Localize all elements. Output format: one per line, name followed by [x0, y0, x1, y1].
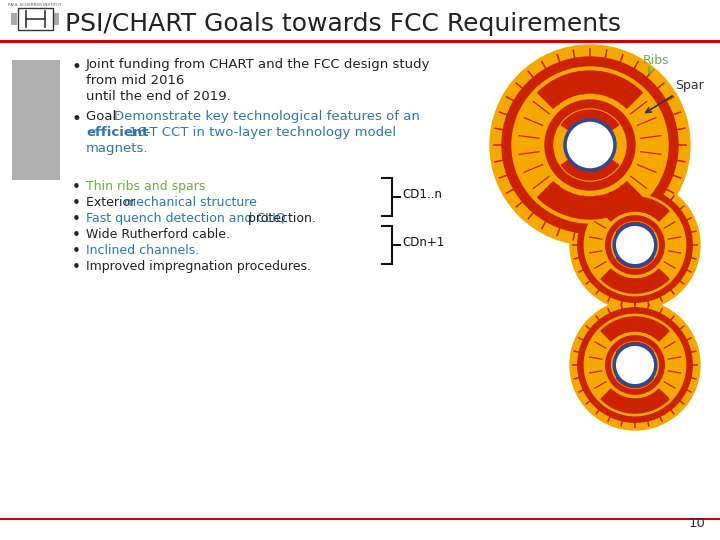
- Text: until the end of 2019.: until the end of 2019.: [86, 90, 230, 103]
- Circle shape: [512, 67, 668, 223]
- Text: CD1..n: CD1..n: [402, 188, 442, 201]
- Circle shape: [611, 221, 658, 268]
- Circle shape: [577, 188, 692, 302]
- Wedge shape: [601, 389, 669, 413]
- Text: Fast quench detection and CLIQ: Fast quench detection and CLIQ: [86, 212, 286, 225]
- Wedge shape: [616, 222, 654, 235]
- Text: 16-T CCT in two-layer technology model: 16-T CCT in two-layer technology model: [129, 126, 396, 139]
- Wedge shape: [616, 254, 654, 268]
- Wedge shape: [538, 71, 642, 108]
- Text: Wide Rutherford cable.: Wide Rutherford cable.: [86, 228, 230, 241]
- Text: •: •: [72, 110, 82, 128]
- Circle shape: [540, 95, 640, 195]
- Circle shape: [606, 336, 665, 394]
- Circle shape: [570, 300, 700, 430]
- Circle shape: [614, 224, 656, 266]
- Bar: [0, 40, 720, 43]
- Text: Demonstrate key technological features of an: Demonstrate key technological features o…: [114, 110, 420, 123]
- Wedge shape: [601, 197, 669, 221]
- Text: CDn+1: CDn+1: [402, 237, 444, 249]
- Circle shape: [585, 314, 685, 416]
- Text: •: •: [72, 260, 81, 275]
- Text: •: •: [72, 196, 81, 211]
- Text: efficient: efficient: [86, 126, 148, 139]
- Text: mechanical structure: mechanical structure: [124, 196, 257, 209]
- Text: magnets.: magnets.: [86, 142, 148, 155]
- Text: from mid 2016: from mid 2016: [86, 74, 184, 87]
- Text: •: •: [72, 228, 81, 243]
- Circle shape: [565, 120, 615, 170]
- Circle shape: [614, 344, 656, 386]
- Text: •: •: [72, 244, 81, 259]
- Circle shape: [577, 308, 692, 422]
- Bar: [0, 518, 720, 520]
- Text: 10: 10: [688, 517, 705, 530]
- Circle shape: [603, 333, 667, 397]
- Wedge shape: [601, 317, 669, 341]
- Text: •: •: [72, 180, 81, 195]
- Wedge shape: [538, 182, 642, 219]
- Circle shape: [570, 180, 700, 310]
- Circle shape: [490, 45, 690, 245]
- Text: •: •: [72, 58, 82, 76]
- Text: Ribs: Ribs: [643, 53, 670, 73]
- Text: Inclined channels.: Inclined channels.: [86, 244, 199, 257]
- Bar: [12, 60, 60, 180]
- Text: Goal:: Goal:: [86, 110, 125, 123]
- Wedge shape: [562, 110, 618, 131]
- Wedge shape: [616, 374, 654, 388]
- Text: PSI/CHART Goals towards FCC Requirements: PSI/CHART Goals towards FCC Requirements: [65, 12, 621, 36]
- Bar: [18, 8, 53, 30]
- Text: Exterior: Exterior: [86, 196, 139, 209]
- Wedge shape: [616, 342, 654, 356]
- Circle shape: [603, 213, 667, 278]
- Circle shape: [502, 57, 678, 233]
- Circle shape: [554, 109, 626, 181]
- Bar: [11, 13, 17, 25]
- Text: protection.: protection.: [244, 212, 316, 225]
- Text: •: •: [72, 212, 81, 227]
- Wedge shape: [601, 269, 669, 293]
- Text: Thin ribs and spars: Thin ribs and spars: [86, 180, 205, 193]
- Text: Improved impregnation procedures.: Improved impregnation procedures.: [86, 260, 311, 273]
- Bar: [53, 13, 59, 25]
- Wedge shape: [562, 159, 618, 180]
- Text: PAUL SCHERRER INSTITUT: PAUL SCHERRER INSTITUT: [8, 3, 62, 7]
- Circle shape: [606, 216, 665, 274]
- Circle shape: [585, 194, 685, 296]
- Circle shape: [545, 100, 635, 190]
- Text: Joint funding from CHART and the FCC design study: Joint funding from CHART and the FCC des…: [86, 58, 431, 71]
- Circle shape: [611, 342, 658, 388]
- Text: Spar: Spar: [646, 78, 703, 112]
